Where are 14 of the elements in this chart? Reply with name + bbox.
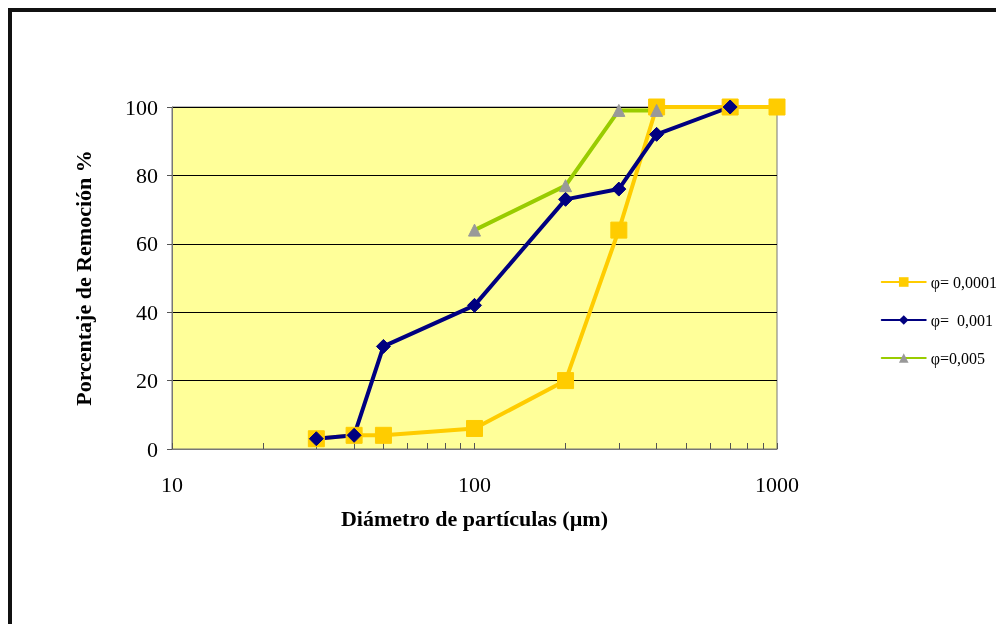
- legend-label: φ= 0,001: [930, 311, 994, 330]
- legend-label: φ= 0,0001: [930, 273, 998, 292]
- y-tick-label: 20: [136, 368, 158, 394]
- y-tick-label: 40: [136, 299, 158, 325]
- y-tick-label: 60: [136, 231, 158, 257]
- x-tick-label: 1000: [755, 471, 799, 497]
- legend-label: φ=0,005: [930, 349, 986, 368]
- x-tick-label: 10: [161, 471, 183, 497]
- y-tick-label: 80: [136, 162, 158, 188]
- y-tick-label: 0: [147, 436, 158, 462]
- y-axis-title: Porcentaje de Remoción %: [70, 150, 96, 406]
- x-tick-label: 100: [458, 471, 491, 497]
- y-tick-label: 100: [125, 94, 158, 120]
- x-axis-title: Diámetro de partículas (µm): [340, 505, 609, 531]
